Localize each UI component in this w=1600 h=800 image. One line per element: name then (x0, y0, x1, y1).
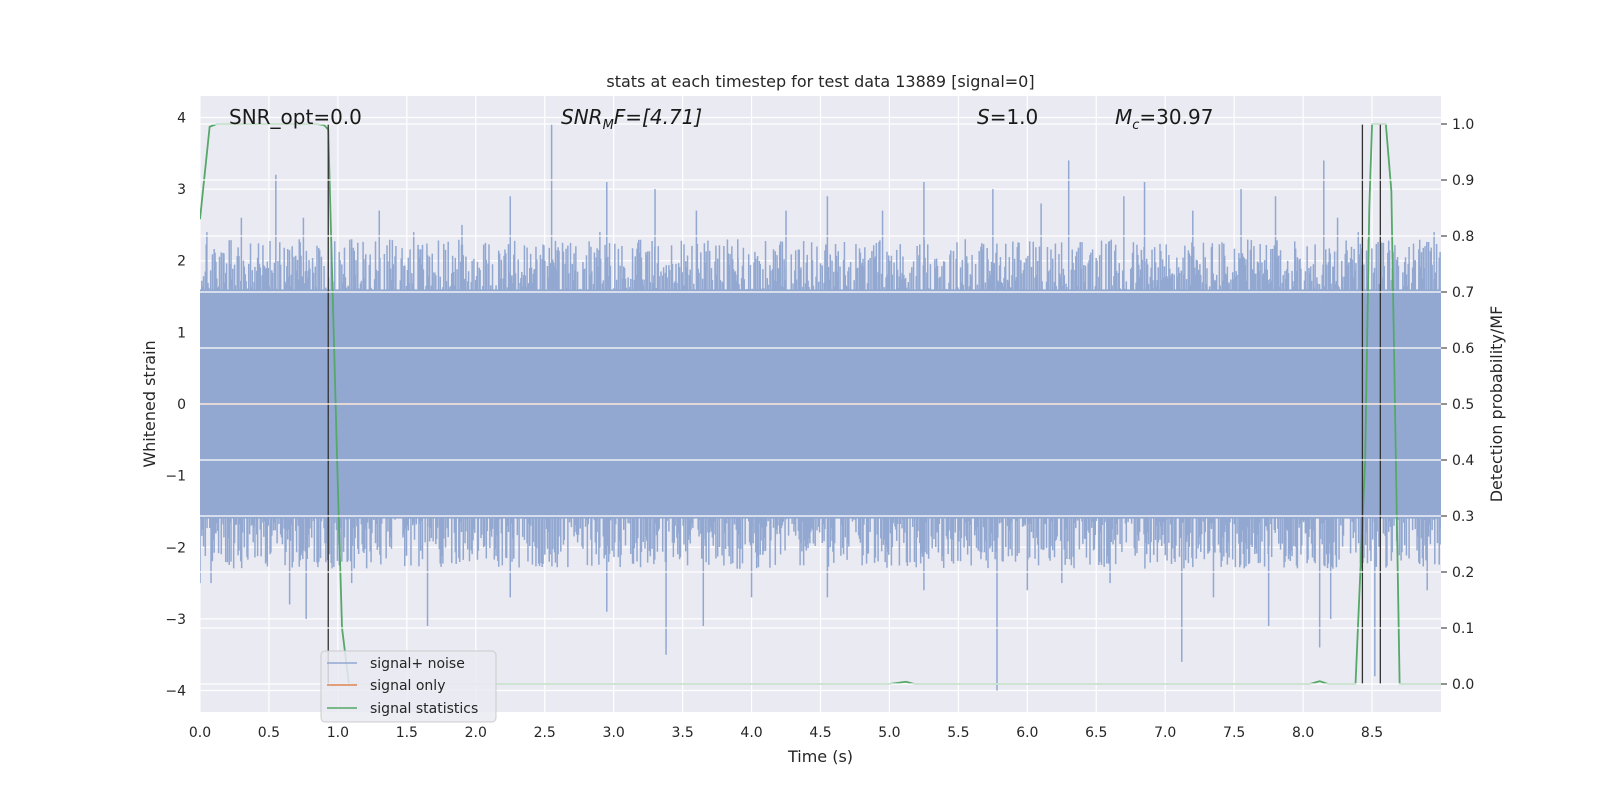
y-right-tick-label-6: 0.4 (1452, 453, 1474, 469)
x-tick-label-16: 8.0 (1292, 725, 1314, 741)
x-tick-label-9: 4.5 (809, 725, 831, 741)
chart-title: stats at each timestep for test data 138… (606, 72, 1034, 91)
x-tick-label-1: 0.5 (258, 725, 280, 741)
noise-trace (200, 124, 1441, 691)
annotations: SNR_opt=0.0 SNRMF=[4.71] S=1.0 Mc=30.97 (229, 105, 1213, 133)
x-tick-label-15: 7.5 (1223, 725, 1245, 741)
x-tick-label-14: 7.0 (1154, 725, 1176, 741)
y-axis-left-ticks: 4 3 2 1 0 −1 −2 −3 −4 (165, 110, 186, 699)
y-tick-label-1: 3 (177, 182, 186, 198)
legend-box (320, 650, 497, 723)
grid-right-overlay (200, 123, 1441, 685)
x-tick-label-12: 6.0 (1016, 725, 1038, 741)
x-tick-label-0: 0.0 (189, 725, 211, 741)
y-axis-label: Whitened strain (140, 340, 159, 467)
y-right-tick-label-8: 0.2 (1452, 565, 1474, 581)
y-tick-label-0: 4 (177, 110, 186, 126)
y-right-tick-label-10: 0.0 (1452, 677, 1474, 693)
x-tick-label-10: 5.0 (878, 725, 900, 741)
y-tick-label-6: −2 (165, 540, 186, 556)
x-axis-label: Time (s) (787, 747, 853, 766)
legend-label-signal-plus-noise: signal+ noise (370, 656, 465, 672)
x-tick-label-6: 3.0 (603, 725, 625, 741)
x-tick-label-11: 5.5 (947, 725, 969, 741)
y-axis-right-label: Detection probability/MF (1487, 306, 1506, 503)
y-right-tick-label-0: 1.0 (1452, 117, 1474, 133)
y-tick-label-7: −3 (165, 612, 186, 628)
annotation-s-statistic: S=1.0 (977, 105, 1038, 129)
legend: signal+ noise signal only signal statist… (320, 650, 497, 723)
y-tick-label-3: 1 (177, 325, 186, 341)
y-right-tick-label-7: 0.3 (1452, 509, 1474, 525)
plot-area (199, 96, 1441, 712)
y-tick-label-2: 2 (177, 254, 186, 270)
legend-label-signal-only: signal only (370, 678, 445, 694)
x-tick-label-13: 6.5 (1085, 725, 1107, 741)
y-right-tick-label-4: 0.6 (1452, 341, 1474, 357)
y-right-tick-label-1: 0.9 (1452, 173, 1474, 189)
x-tick-label-17: 8.5 (1361, 725, 1383, 741)
y-tick-label-8: −4 (165, 684, 186, 700)
y-right-tick-label-5: 0.5 (1452, 397, 1474, 413)
annotation-snr-mf: SNRMF=[4.71] (561, 105, 702, 133)
y-right-tick-label-3: 0.7 (1452, 285, 1474, 301)
x-tick-label-8: 4.0 (740, 725, 762, 741)
y-right-tick-label-9: 0.1 (1452, 621, 1474, 637)
x-tick-label-7: 3.5 (671, 725, 693, 741)
annotation-chirp-mass: Mc=30.97 (1115, 105, 1213, 133)
x-tick-label-3: 1.5 (396, 725, 418, 741)
legend-label-signal-statistics: signal statistics (370, 701, 478, 717)
x-tick-label-4: 2.0 (465, 725, 487, 741)
x-tick-label-5: 2.5 (534, 725, 556, 741)
y-tick-label-4: 0 (177, 397, 186, 413)
x-tick-label-2: 1.0 (327, 725, 349, 741)
x-axis-ticks: 0.0 0.5 1.0 1.5 2.0 2.5 3.0 3.5 4.0 4.5 5.0 5.5 6.0 6… (189, 725, 1383, 741)
y-axis-right-ticks: 1.0 0.9 0.8 0.7 0.6 0.5 0.4 0.3 0.2 0.1 0.0 (1441, 117, 1474, 693)
y-right-tick-label-2: 0.8 (1452, 229, 1474, 245)
annotation-snr-opt: SNR_opt=0.0 (229, 105, 362, 129)
y-tick-label-5: −1 (165, 469, 186, 485)
